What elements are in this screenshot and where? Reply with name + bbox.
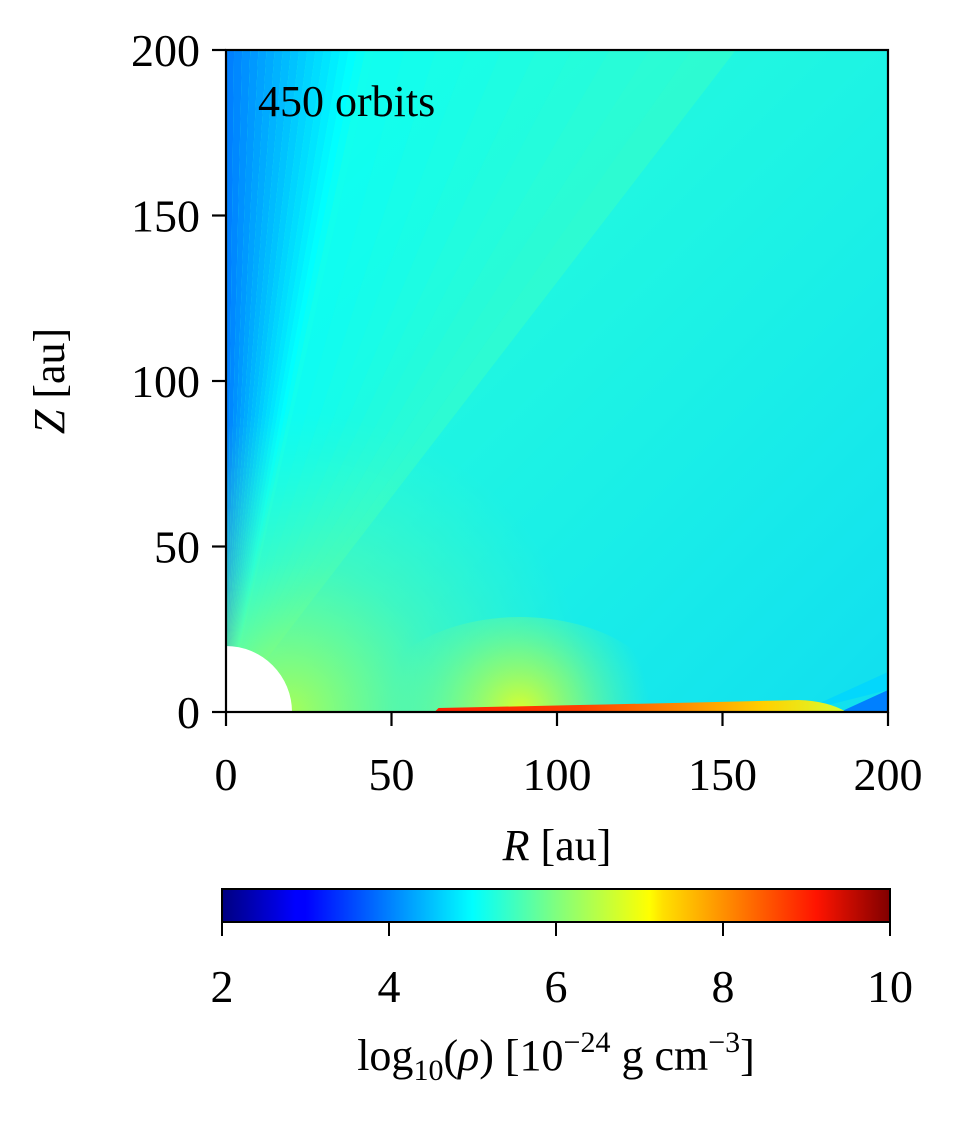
x-tick-label: 200 bbox=[854, 749, 923, 800]
inner-boundary bbox=[226, 646, 292, 712]
x-axis-label: R [au] bbox=[502, 821, 612, 870]
polar-wedge bbox=[226, 50, 243, 712]
colorbar-tick-label: 6 bbox=[545, 961, 568, 1012]
x-axis: 0 50 100 150 200 bbox=[215, 712, 923, 800]
colorbar-tick-label: 8 bbox=[712, 961, 735, 1012]
colorbar-tick-label: 4 bbox=[378, 961, 401, 1012]
y-tick-label: 50 bbox=[154, 522, 200, 573]
y-axis: 0 50 100 150 200 bbox=[131, 25, 226, 738]
polar-wedge bbox=[226, 50, 275, 712]
x-tick-label: 0 bbox=[215, 749, 238, 800]
y-axis-label: Z [au] bbox=[25, 328, 74, 434]
x-tick-label: 100 bbox=[523, 749, 592, 800]
colorbar-tick-label: 2 bbox=[211, 961, 234, 1012]
colorbar-tick-label: 10 bbox=[867, 961, 913, 1012]
y-tick-label: 0 bbox=[177, 687, 200, 738]
y-tick-label: 150 bbox=[131, 191, 200, 242]
colorbar bbox=[221, 888, 891, 923]
density-map bbox=[226, 50, 888, 712]
dense-disk bbox=[434, 700, 847, 712]
disk-glow bbox=[370, 617, 670, 712]
y-tick-label: 100 bbox=[131, 356, 200, 407]
colorbar-ticks: 2 4 6 8 10 bbox=[211, 922, 913, 1012]
y-tick-label: 200 bbox=[131, 25, 200, 76]
polar-wedge bbox=[226, 50, 267, 712]
x-tick-label: 50 bbox=[369, 749, 415, 800]
outer-disk-blue bbox=[840, 690, 888, 712]
x-tick-label: 150 bbox=[688, 749, 757, 800]
orbit-annotation: 450 orbits bbox=[258, 77, 435, 126]
colorbar-label: log10(ρ) [10−24 g cm−3] bbox=[357, 1026, 755, 1087]
outer-disk-fade bbox=[800, 672, 888, 712]
